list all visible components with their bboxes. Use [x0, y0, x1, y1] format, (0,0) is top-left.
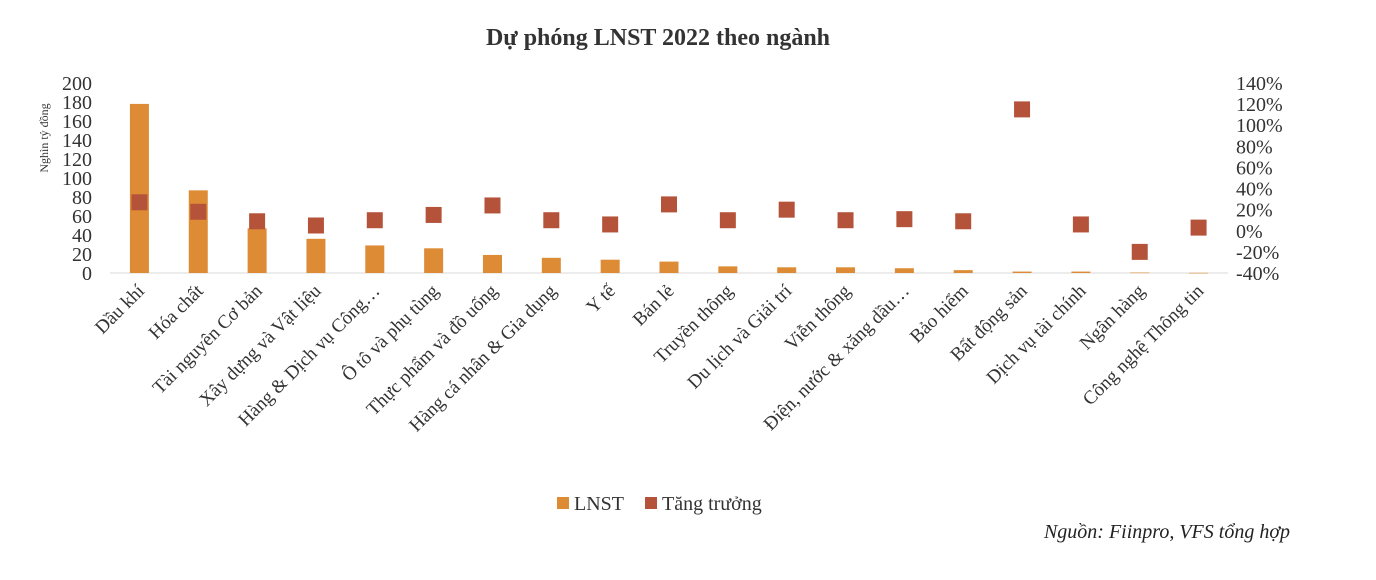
marker-tang-truong — [425, 206, 442, 223]
marker-tang-truong — [778, 201, 795, 218]
marker-tang-truong — [837, 212, 854, 229]
left-tick-label: 180 — [62, 92, 92, 114]
bar-lnst — [777, 267, 797, 273]
right-tick-label: -40% — [1236, 263, 1279, 285]
left-tick-label: 80 — [72, 187, 92, 209]
chart-title: Dự phóng LNST 2022 theo ngành — [486, 25, 830, 51]
bar-lnst — [365, 245, 385, 273]
left-tick-label: 20 — [72, 244, 92, 266]
right-tick-label: 20% — [1236, 200, 1273, 222]
bar-lnst — [1012, 271, 1032, 273]
left-tick-label: 120 — [62, 149, 92, 171]
bar-lnst — [424, 248, 444, 273]
right-tick-label: 40% — [1236, 179, 1273, 201]
left-tick-label: 140 — [62, 130, 92, 152]
marker-tang-truong — [131, 194, 148, 211]
marker-tang-truong — [719, 212, 736, 229]
bar-lnst — [600, 259, 620, 273]
marker-layer — [131, 101, 1207, 260]
marker-tang-truong — [484, 197, 501, 214]
bar-lnst — [836, 267, 856, 273]
category-label: Du lịch và Giải trí — [684, 280, 797, 393]
marker-tang-truong — [543, 212, 560, 229]
source-note: Nguồn: Fiinpro, VFS tổng hợp — [1043, 521, 1290, 543]
right-tick-label: 80% — [1236, 136, 1273, 158]
marker-tang-truong — [661, 196, 677, 213]
left-tick-label: 0 — [82, 263, 92, 285]
bar-lnst — [188, 190, 208, 273]
left-tick-label: 160 — [62, 111, 92, 133]
bar-lnst — [659, 261, 679, 273]
marker-tang-truong — [1014, 101, 1031, 118]
legend-label-lnst: LNST — [574, 493, 624, 515]
bar-lnst — [1130, 272, 1150, 274]
bar-lnst — [129, 103, 149, 274]
marker-tang-truong — [1131, 243, 1148, 260]
right-tick-label: 120% — [1236, 94, 1283, 116]
bar-lnst — [953, 270, 973, 273]
marker-tang-truong — [307, 217, 324, 234]
left-tick-label: 60 — [72, 206, 92, 228]
right-tick-label: -20% — [1236, 242, 1279, 264]
right-tick-label: 100% — [1236, 115, 1283, 137]
category-label: Tài nguyên Cơ bản — [149, 280, 267, 398]
left-tick-label: 200 — [62, 73, 92, 95]
category-label: Dầu khí — [91, 280, 149, 338]
bar-lnst — [1071, 271, 1091, 273]
bar-lnst — [541, 257, 561, 273]
bar-lnst — [718, 266, 738, 273]
category-label: Bán lẻ — [629, 281, 679, 331]
bar-lnst — [247, 228, 267, 273]
bar-layer — [129, 103, 1209, 274]
legend-swatch-tang-truong — [645, 497, 657, 509]
y-axis-label: Nghìn tỷ đồng — [37, 103, 51, 172]
marker-tang-truong — [1072, 216, 1089, 233]
bar-lnst — [1189, 272, 1209, 274]
marker-tang-truong — [896, 211, 913, 228]
bar-lnst — [482, 254, 502, 273]
bar-lnst — [306, 238, 326, 273]
bar-lnst — [894, 268, 914, 273]
marker-tang-truong — [249, 213, 266, 230]
marker-tang-truong — [190, 203, 207, 220]
right-tick-labels: -40%-20%0%20%40%60%80%100%120%140% — [1236, 73, 1283, 285]
category-label: Dịch vụ tài chính — [983, 280, 1091, 388]
marker-tang-truong — [955, 213, 972, 230]
legend: LNST Tăng trưởng — [557, 493, 762, 515]
marker-tang-truong — [1190, 219, 1207, 236]
left-tick-label: 40 — [72, 225, 92, 247]
left-tick-label: 100 — [62, 168, 92, 190]
right-tick-label: 60% — [1236, 157, 1273, 179]
right-tick-label: 140% — [1236, 73, 1283, 95]
marker-tang-truong — [602, 216, 619, 233]
legend-label-tang-truong: Tăng trưởng — [662, 493, 762, 515]
legend-swatch-lnst — [557, 497, 569, 509]
right-tick-label: 0% — [1236, 221, 1263, 243]
category-label: Y tế — [583, 280, 621, 318]
marker-tang-truong — [366, 212, 383, 229]
